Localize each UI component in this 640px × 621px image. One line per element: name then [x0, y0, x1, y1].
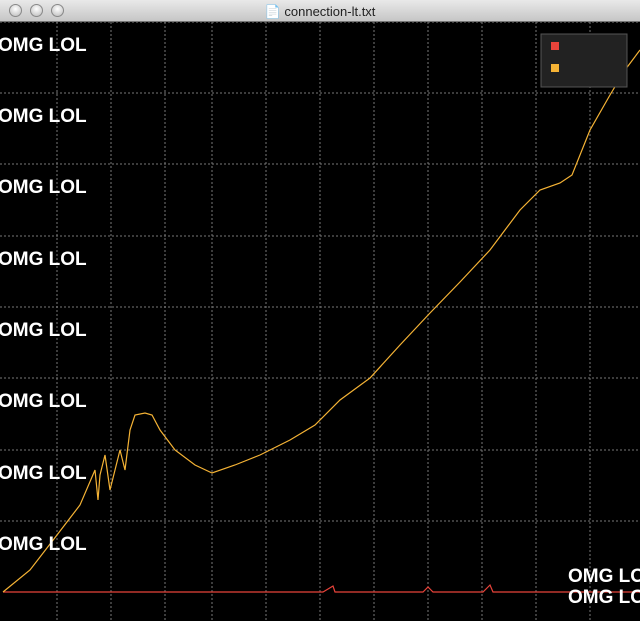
data-line — [3, 583, 640, 593]
window-title-text: connection-lt.txt — [284, 4, 376, 19]
data-line — [2, 49, 640, 593]
y-tick-label: OMG LOL — [0, 249, 87, 270]
legend-swatch — [551, 64, 559, 72]
title-bar: 📄 connection-lt.txt — [0, 0, 640, 22]
minimize-button[interactable] — [30, 4, 43, 17]
y-tick-label: OMG LOL — [0, 320, 87, 341]
y-tick-label: OMG LOL — [0, 534, 87, 555]
right-label: OMG LOL — [568, 566, 640, 587]
window-title: 📄 connection-lt.txt — [264, 4, 376, 19]
legend-swatch — [551, 42, 559, 50]
right-label: OMG LOL — [568, 587, 640, 608]
legend-box — [540, 33, 628, 88]
y-tick-label: OMG LOL — [0, 463, 87, 484]
close-button[interactable] — [9, 4, 22, 17]
zoom-button[interactable] — [51, 4, 64, 17]
y-tick-label: OMG LOL — [0, 106, 87, 127]
y-tick-label: OMG LOL — [0, 177, 87, 198]
y-tick-label: OMG LOL — [0, 35, 87, 56]
y-tick-label: OMG LOL — [0, 391, 87, 412]
